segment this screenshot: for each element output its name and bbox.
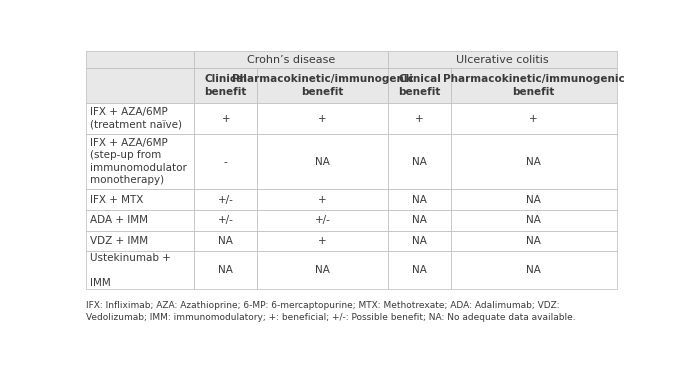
Bar: [195, 210, 257, 231]
Text: Pharmacokinetic/immunogenic
benefit: Pharmacokinetic/immunogenic benefit: [232, 74, 414, 97]
Bar: [86, 231, 195, 251]
Bar: [257, 231, 388, 251]
Text: +: +: [319, 195, 327, 205]
Bar: [388, 104, 451, 134]
Text: NA: NA: [412, 195, 427, 205]
Text: +: +: [415, 114, 424, 124]
Bar: [195, 189, 257, 210]
Bar: [195, 251, 257, 289]
Text: NA: NA: [412, 265, 427, 275]
Text: +: +: [221, 114, 230, 124]
Bar: [451, 68, 616, 104]
Text: NA: NA: [219, 236, 233, 246]
Text: IFX + MTX: IFX + MTX: [90, 195, 143, 205]
Bar: [388, 134, 451, 189]
Bar: [451, 104, 616, 134]
Text: NA: NA: [526, 265, 541, 275]
Bar: [195, 52, 388, 68]
Text: NA: NA: [412, 215, 427, 225]
Bar: [195, 231, 257, 251]
Bar: [388, 231, 451, 251]
Bar: [257, 251, 388, 289]
Text: +/-: +/-: [314, 215, 331, 225]
Bar: [451, 134, 616, 189]
Text: NA: NA: [315, 157, 330, 167]
Bar: [257, 68, 388, 104]
Bar: [451, 251, 616, 289]
Text: IFX + AZA/6MP
(step-up from
immunomodulator
monotherapy): IFX + AZA/6MP (step-up from immunomodula…: [90, 138, 187, 185]
Text: +/-: +/-: [218, 215, 234, 225]
Text: NA: NA: [219, 265, 233, 275]
Text: +: +: [319, 114, 327, 124]
Bar: [86, 189, 195, 210]
Bar: [388, 68, 451, 104]
Bar: [388, 52, 616, 68]
Text: -: -: [224, 157, 227, 167]
Text: NA: NA: [526, 195, 541, 205]
Bar: [86, 104, 195, 134]
Bar: [451, 189, 616, 210]
Bar: [195, 104, 257, 134]
Text: IFX: Infliximab; AZA: Azathioprine; 6-MP: 6-mercaptopurine; MTX: Methotrexate; A: IFX: Infliximab; AZA: Azathioprine; 6-MP…: [86, 301, 575, 322]
Bar: [388, 189, 451, 210]
Bar: [388, 251, 451, 289]
Bar: [257, 104, 388, 134]
Text: NA: NA: [315, 265, 330, 275]
Bar: [257, 134, 388, 189]
Bar: [388, 210, 451, 231]
Bar: [86, 134, 195, 189]
Text: +: +: [530, 114, 538, 124]
Bar: [451, 231, 616, 251]
Text: +/-: +/-: [218, 195, 234, 205]
Bar: [86, 251, 195, 289]
Text: NA: NA: [526, 236, 541, 246]
Bar: [86, 52, 195, 68]
Text: Crohn’s disease: Crohn’s disease: [247, 55, 336, 65]
Bar: [86, 68, 195, 104]
Text: VDZ + IMM: VDZ + IMM: [90, 236, 148, 246]
Text: Ulcerative colitis: Ulcerative colitis: [456, 55, 549, 65]
Bar: [195, 134, 257, 189]
Text: Ustekinumab +

IMM: Ustekinumab + IMM: [90, 253, 171, 288]
Text: +: +: [319, 236, 327, 246]
Bar: [195, 68, 257, 104]
Text: ADA + IMM: ADA + IMM: [90, 215, 148, 225]
Text: NA: NA: [412, 157, 427, 167]
Bar: [451, 210, 616, 231]
Text: IFX + AZA/6MP
(treatment naïve): IFX + AZA/6MP (treatment naïve): [90, 108, 182, 130]
Text: NA: NA: [526, 215, 541, 225]
Text: Pharmacokinetic/immunogenic
benefit: Pharmacokinetic/immunogenic benefit: [443, 74, 625, 97]
Text: NA: NA: [412, 236, 427, 246]
Bar: [257, 189, 388, 210]
Bar: [257, 210, 388, 231]
Text: NA: NA: [526, 157, 541, 167]
Text: Clinical
benefit: Clinical benefit: [204, 74, 247, 97]
Text: Clinical
benefit: Clinical benefit: [398, 74, 441, 97]
Bar: [86, 210, 195, 231]
